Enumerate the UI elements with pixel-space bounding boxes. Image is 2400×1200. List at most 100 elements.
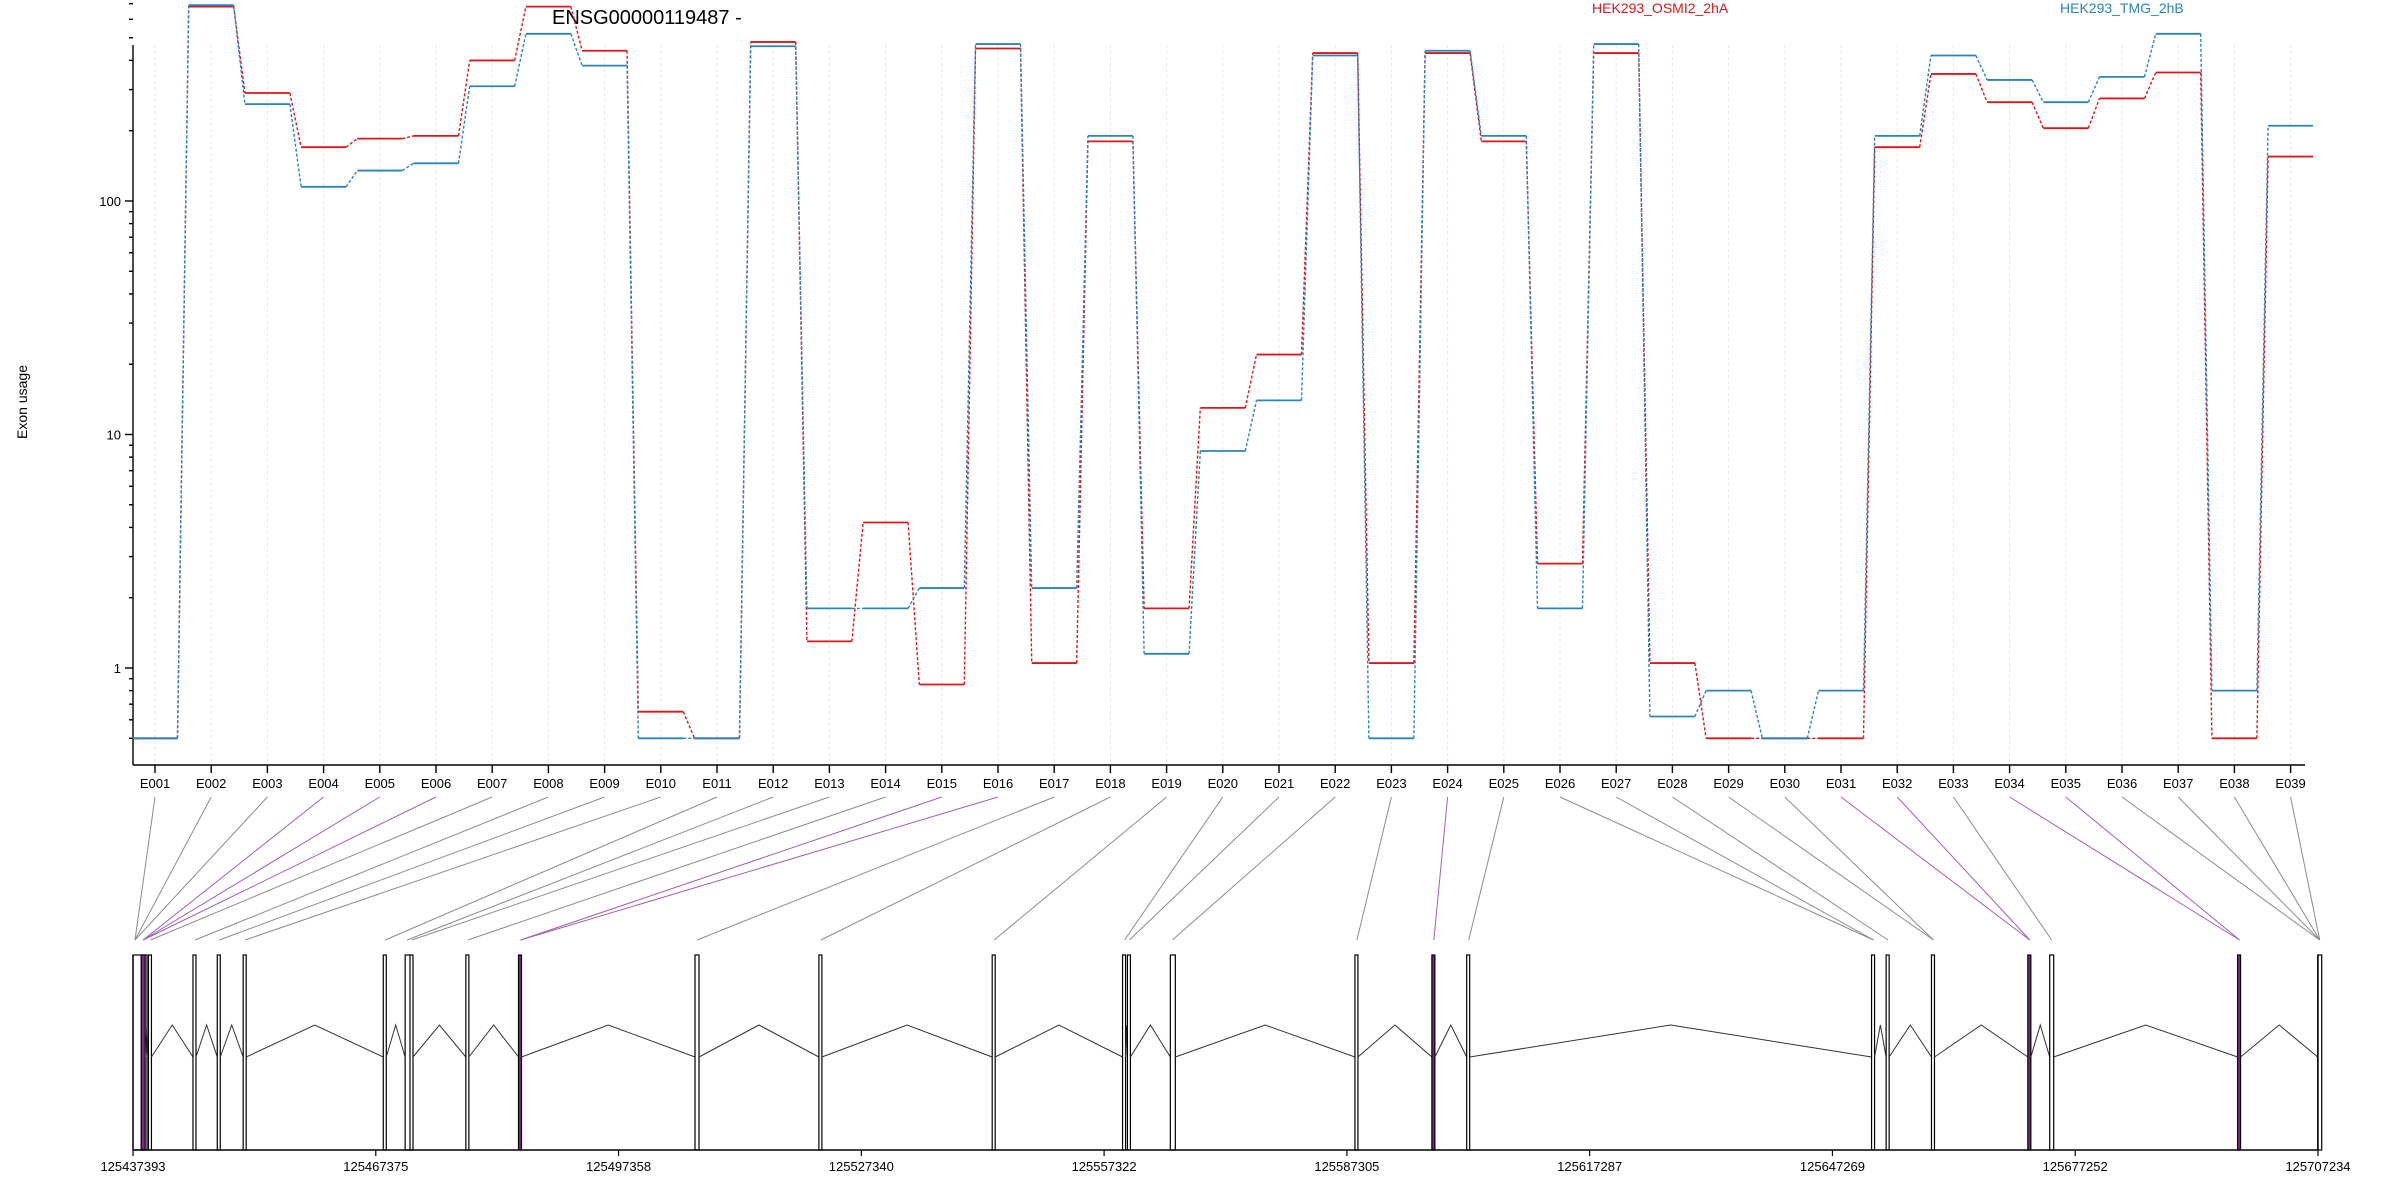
y-tick-label: 1 <box>114 661 121 676</box>
exon-connector-E028 <box>1672 796 1889 941</box>
exon-box <box>2027 954 2032 1151</box>
series-2-connector <box>345 170 358 188</box>
series-2-connector <box>457 86 471 164</box>
x-tick-label: E023 <box>1376 776 1406 791</box>
exon-connector-E025 <box>1468 796 1505 941</box>
exon-box <box>1870 954 1876 1151</box>
series-2-connector <box>1019 44 1033 589</box>
exon-connector-E022 <box>1171 796 1336 941</box>
x-tick-label: E024 <box>1432 776 1462 791</box>
series-2-connector <box>1975 55 1988 81</box>
series-1-connector <box>457 60 471 137</box>
x-tick-label: E010 <box>646 776 676 791</box>
series-2-connector <box>1413 50 1426 739</box>
intron-line <box>151 1024 194 1058</box>
exon-box <box>147 954 153 1151</box>
intron-line <box>1434 1023 1468 1058</box>
series-1-connector <box>963 48 977 685</box>
x-tick-label: E015 <box>927 776 957 791</box>
x-tick-label: E006 <box>421 776 451 791</box>
exon-connector-E008 <box>194 796 549 941</box>
series-2-connector <box>963 44 977 589</box>
x-tick-label: E008 <box>533 776 563 791</box>
intron-line <box>412 1024 467 1058</box>
x-tick-label: E019 <box>1151 776 1181 791</box>
exon-connector-E012 <box>406 796 774 941</box>
exon-connector-E004 <box>142 796 324 941</box>
intron-line <box>1469 1024 1872 1058</box>
x-tick-label: E009 <box>589 776 619 791</box>
exon-connector-E017 <box>696 796 1055 941</box>
exon-connector-E020 <box>1124 796 1224 941</box>
legend-series-2: HEK293_TMG_2hB <box>2060 0 2184 16</box>
exon-connector-lines <box>134 796 2321 941</box>
series-2-connector <box>513 33 527 87</box>
series-1-connector <box>232 6 246 94</box>
x-tick-label: E001 <box>140 776 170 791</box>
exon-connector-E035 <box>2065 796 2240 941</box>
series-2-connector <box>1862 135 1876 691</box>
exon-box <box>1885 954 1890 1151</box>
exon-box <box>818 954 823 1151</box>
series-lines <box>132 4 2314 740</box>
x-tick-label: E029 <box>1713 776 1743 791</box>
exon-connector-E036 <box>2121 796 2321 941</box>
series-2-connector <box>1132 135 1145 654</box>
x-tick-label: E028 <box>1657 776 1687 791</box>
exon-box <box>1466 954 1471 1151</box>
x-tick-label: E025 <box>1489 776 1519 791</box>
exon-box <box>404 954 411 1151</box>
series-1-connector <box>1918 73 1932 148</box>
exon-connector-E032 <box>1896 796 2031 941</box>
axes: 1 10 100 E001 E002 E003 E004 E005 E006 E007 E008 E0… <box>99 2 2306 791</box>
exon-connector-E019 <box>993 796 1167 941</box>
exon-connector-E033 <box>1952 796 2053 941</box>
series-2-connector <box>626 65 640 739</box>
exon-connector-E003 <box>134 796 268 941</box>
exon-connector-E031 <box>1840 796 2031 941</box>
series-1-connector <box>2256 156 2269 739</box>
series-2-connector <box>1806 690 1820 739</box>
legend-series-1: HEK293_OSMI2_2hA <box>1592 0 1729 16</box>
gene-model: 125437393 125467375 125497358 125527340 1255… <box>100 954 2351 1174</box>
exon-connector-E014 <box>467 796 886 941</box>
x-tick-label: E032 <box>1882 776 1912 791</box>
exon-connector-E007 <box>150 796 493 941</box>
exon-connector-E039 <box>2290 796 2321 941</box>
exon-connector-E021 <box>1129 796 1280 941</box>
exon-connector-E026 <box>1559 796 1874 941</box>
series-2-connector <box>2087 76 2101 103</box>
genomic-tick-label: 125527340 <box>829 1159 894 1174</box>
intron-line <box>385 1023 406 1058</box>
exon-box <box>2049 954 2055 1151</box>
series-2-connector <box>2031 79 2044 103</box>
series-2-connector <box>1244 400 1258 452</box>
intron-line <box>1934 1024 2029 1058</box>
exon-box <box>1354 954 1359 1151</box>
series-1-connector <box>2087 98 2101 129</box>
series-2-connector <box>1075 135 1089 589</box>
exon-box <box>517 954 523 1151</box>
series-1-connector <box>1975 73 1988 103</box>
series-1-connector <box>682 711 696 739</box>
genomic-tick-label: 125557322 <box>1072 1159 1137 1174</box>
exon-connector-E013 <box>411 796 830 941</box>
x-tick-label: E020 <box>1208 776 1238 791</box>
exon-box <box>1930 954 1936 1151</box>
series-1-connector <box>851 522 864 642</box>
exon-box <box>409 954 414 1151</box>
series-2-connector <box>738 46 752 739</box>
genomic-tick-label: 125497358 <box>586 1159 651 1174</box>
genomic-tick-label: 125437393 <box>100 1159 165 1174</box>
intron-line <box>219 1023 244 1058</box>
intron-line <box>521 1024 696 1058</box>
intron-line <box>1874 1024 1887 1058</box>
x-tick-label: E005 <box>365 776 395 791</box>
x-tick-label: E004 <box>308 776 338 791</box>
series-2-connector <box>1469 50 1483 137</box>
y-tick-label: 100 <box>99 194 121 209</box>
series-1-connector <box>289 92 302 148</box>
exon-connector-E010 <box>245 796 661 941</box>
x-tick-label: E003 <box>252 776 282 791</box>
series-2-connector <box>401 162 414 172</box>
